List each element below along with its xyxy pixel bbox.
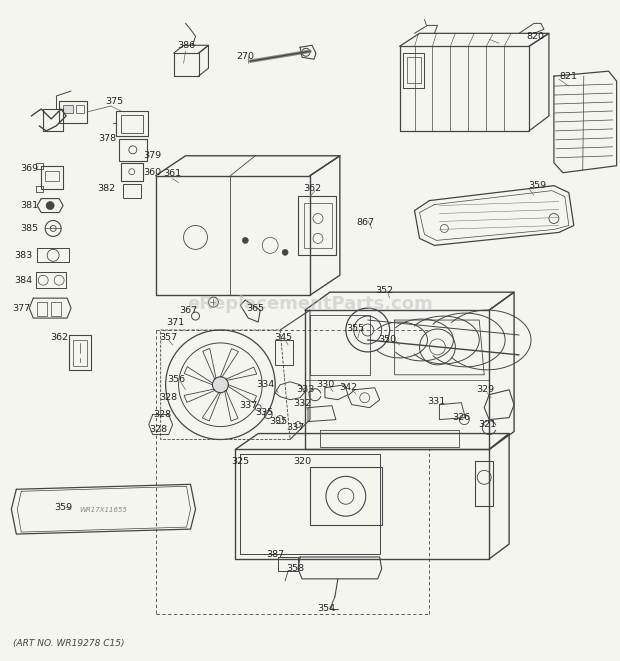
Bar [121,115,143,133]
Text: 355: 355 [346,323,364,332]
Bar [73,340,87,366]
Text: 334: 334 [256,380,274,389]
Bar [63,105,73,113]
Text: 384: 384 [14,276,32,285]
Text: 342: 342 [339,383,357,392]
Bar [121,163,143,180]
Text: 328: 328 [154,410,172,419]
Text: 328: 328 [149,425,168,434]
Text: 365: 365 [246,303,264,313]
Bar [69,335,91,369]
Text: 350: 350 [379,335,397,344]
Text: 337: 337 [239,401,257,410]
Text: 378: 378 [98,134,116,143]
Text: 331: 331 [427,397,446,406]
Bar [310,467,382,525]
Text: 357: 357 [159,333,178,342]
Bar [45,171,59,180]
Text: 356: 356 [167,375,185,384]
Text: 337: 337 [286,423,304,432]
Bar [37,302,47,316]
Text: 386: 386 [177,41,196,50]
Text: 367: 367 [179,305,198,315]
Text: 387: 387 [266,551,284,559]
Text: 335: 335 [255,408,273,417]
Text: 360: 360 [144,168,162,177]
Text: (ART NO. WR19278 C15): (ART NO. WR19278 C15) [14,639,125,648]
Text: 361: 361 [164,169,182,178]
Text: WR17X11655: WR17X11655 [79,507,127,513]
Bar [51,302,61,316]
Bar [304,202,332,249]
Text: 329: 329 [476,385,494,394]
Text: 325: 325 [231,457,249,466]
Text: 382: 382 [97,184,115,193]
Text: 333: 333 [296,385,314,394]
Circle shape [213,377,228,393]
Bar [76,105,84,113]
Text: 377: 377 [12,303,30,313]
Bar [59,101,87,123]
Bar [116,111,148,136]
Text: 321: 321 [478,420,496,429]
Text: eReplacementParts.com: eReplacementParts.com [187,295,433,313]
Bar [275,340,293,365]
Text: 354: 354 [317,604,335,613]
Bar [123,184,141,198]
Text: 358: 358 [286,564,304,574]
Text: 867: 867 [356,218,374,227]
Text: 385: 385 [20,224,38,233]
Text: 375: 375 [105,97,123,106]
Text: 362: 362 [303,184,321,193]
Text: 379: 379 [144,151,162,160]
Circle shape [282,249,288,255]
Circle shape [46,202,54,210]
Text: 326: 326 [452,413,471,422]
Bar [402,54,425,88]
Text: 345: 345 [274,333,292,342]
Text: 820: 820 [526,32,544,41]
Text: 362: 362 [50,333,68,342]
Text: 330: 330 [316,380,334,389]
Bar [476,461,493,506]
Circle shape [242,237,248,243]
Text: 821: 821 [560,71,578,81]
Text: 320: 320 [293,457,311,466]
Text: 332: 332 [293,399,311,408]
Text: 381: 381 [20,201,38,210]
Bar [298,196,336,255]
Bar [119,139,147,161]
Text: 270: 270 [236,52,254,61]
Text: 369: 369 [20,164,38,173]
Text: 359: 359 [54,503,72,512]
Text: 335: 335 [269,417,287,426]
Bar [407,58,420,83]
Text: 328: 328 [159,393,178,402]
Text: 383: 383 [14,251,32,260]
Text: 352: 352 [376,286,394,295]
Text: 359: 359 [528,181,546,190]
Text: 371: 371 [167,317,185,327]
